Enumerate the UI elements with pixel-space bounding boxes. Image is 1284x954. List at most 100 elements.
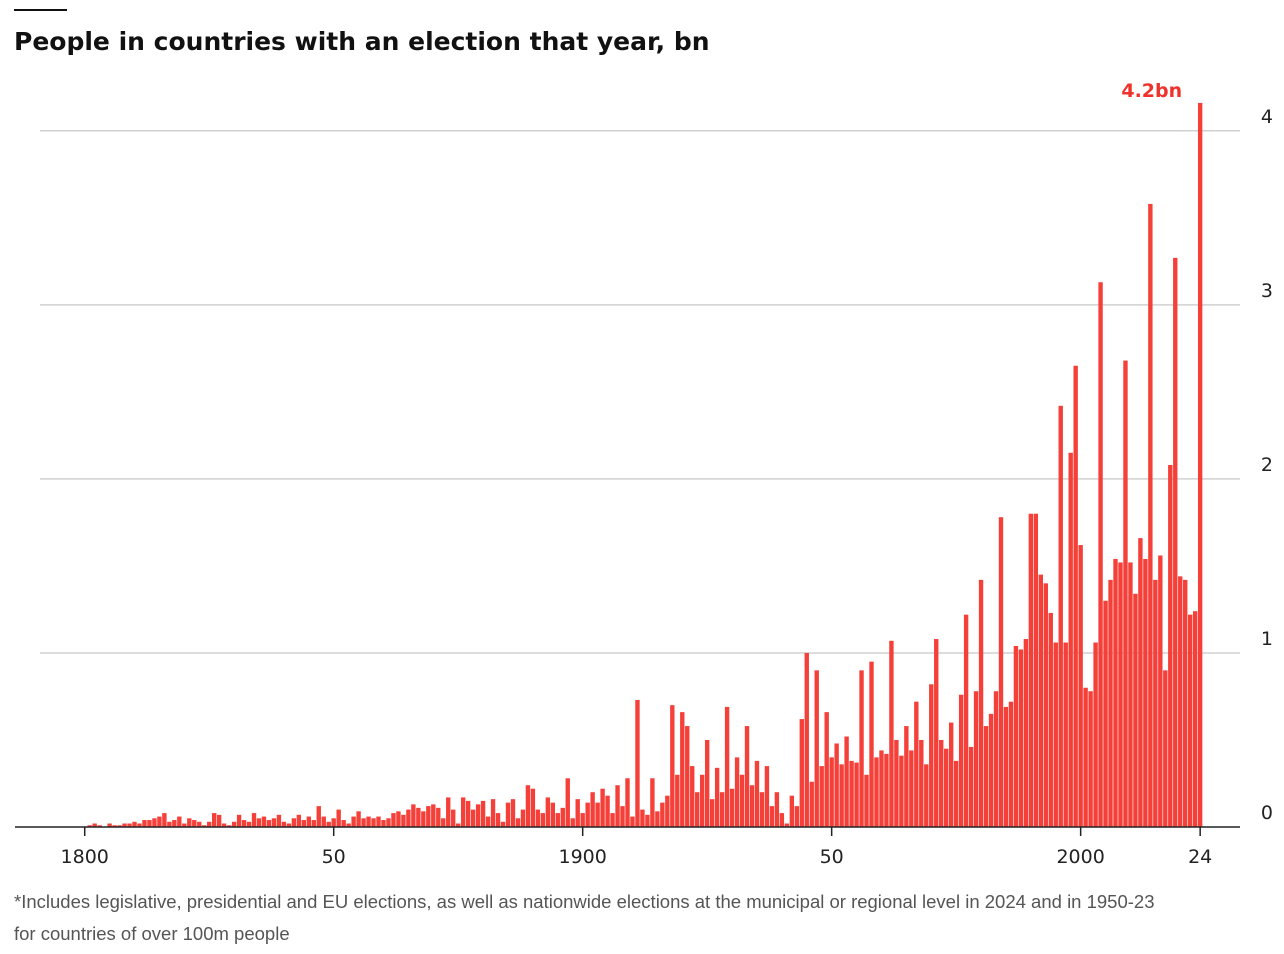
bar [924,764,929,827]
value-label: 4.2bn [1121,80,1182,102]
bar [635,699,640,827]
x-tick-label: 50 [322,846,346,868]
bar [1043,583,1048,827]
bar [291,818,297,827]
bar [1123,360,1128,827]
bar [1188,614,1193,827]
bar [1078,545,1083,827]
bar [416,807,421,827]
bar [122,823,127,827]
bar [286,823,292,827]
bar [167,821,172,827]
bar [630,816,635,827]
bar [112,825,117,827]
bar [276,814,282,827]
bar [446,797,451,827]
x-tick-label: 50 [820,846,844,868]
bar [1163,670,1168,827]
bar [874,757,879,827]
bar [1048,612,1053,827]
bar [172,820,177,827]
bar [456,823,461,827]
bar [660,802,665,827]
bar [351,816,356,827]
bar [719,792,725,827]
bar [625,778,630,827]
bar [973,691,979,827]
bar [475,804,481,827]
bar [1088,691,1093,827]
footnote-line: *Includes legislative, presidential and … [14,891,1155,912]
bar [187,818,192,827]
bar [92,823,97,827]
bar [401,814,406,827]
bar [162,813,167,827]
bar [1023,639,1029,827]
bar [251,813,257,827]
bar [968,746,974,827]
bar [152,818,157,827]
bar [824,712,829,827]
bar [470,809,476,827]
bar [226,825,232,827]
bar [749,785,755,827]
bar [844,736,849,827]
bar [107,823,112,827]
bar [904,726,909,827]
bar [580,813,585,827]
bar [744,726,750,827]
x-tick-label: 2000 [1056,846,1104,868]
bar [894,739,899,827]
bar [754,760,760,827]
bar [789,795,795,827]
x-tick-label: 1900 [559,846,607,868]
bar [391,813,396,827]
bar [670,705,675,827]
bar [605,795,610,827]
bar [909,750,914,827]
bar [864,774,869,827]
bar [610,813,615,827]
bar [525,785,531,827]
bar [132,821,137,827]
bar [246,821,252,827]
bar [1118,562,1123,827]
bar [764,766,770,827]
bar [804,652,809,827]
bar [371,818,376,827]
bar [615,785,620,827]
bar [859,670,864,827]
bar [565,778,570,827]
bar [734,757,740,827]
bar [1128,562,1133,827]
bar [480,800,486,827]
bar [899,755,904,827]
bar [336,809,341,827]
bar [1093,642,1098,827]
bar [978,579,984,827]
bar [1153,579,1158,827]
bar [939,739,944,827]
footnote: *Includes legislative, presidential and … [14,886,1155,950]
bar [421,811,426,827]
bar [944,748,949,827]
bar [919,739,924,827]
bar [570,818,575,827]
bar [1058,405,1063,827]
bar [341,820,346,827]
bar [535,809,541,827]
bar [431,804,436,827]
bar [809,781,814,827]
bar [406,809,411,827]
bar [376,816,381,827]
bar [983,726,989,827]
bar [1173,257,1178,828]
bar [441,818,446,827]
bar [306,816,311,827]
bar [934,639,939,827]
bar [784,823,790,827]
bar [117,825,122,827]
bar [645,814,650,827]
bar [854,762,859,827]
bar [540,813,546,827]
